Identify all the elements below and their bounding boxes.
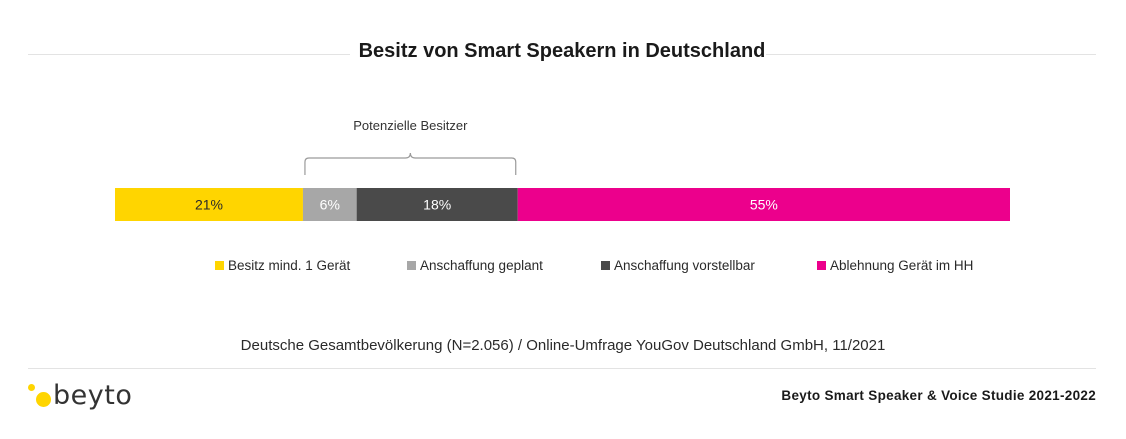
bar-value-label-1: 21%	[195, 197, 223, 213]
legend-item-2: Anschaffung geplant	[407, 258, 543, 273]
chart-title: Besitz von Smart Speakern in Deutschland	[358, 40, 766, 62]
logo-dots-icon	[28, 382, 54, 408]
legend-swatch	[407, 261, 416, 270]
bar-value-label-4: 55%	[750, 197, 778, 213]
bar-segment-1	[115, 188, 303, 221]
bar-segment-2	[302, 188, 357, 221]
legend-item-4: Ablehnung Gerät im HH	[817, 258, 973, 273]
bar-segment-3	[356, 188, 518, 221]
bar-value-label-2: 6%	[320, 197, 340, 213]
legend-label: Anschaffung vorstellbar	[614, 258, 755, 273]
source-note: Deutsche Gesamtbevölkerung (N=2.056) / O…	[240, 337, 886, 354]
legend-item-1: Besitz mind. 1 Gerät	[215, 258, 350, 273]
bar-segment-4	[517, 188, 1010, 221]
title-rule-right	[766, 54, 1096, 55]
annotation-brace	[304, 152, 517, 175]
logo-dot-big	[36, 392, 51, 407]
legend-item-3: Anschaffung vorstellbar	[601, 258, 755, 273]
legend-label: Anschaffung geplant	[420, 258, 543, 273]
legend-label: Besitz mind. 1 Gerät	[228, 258, 351, 273]
legend-swatch	[215, 261, 224, 270]
legend-swatch	[601, 261, 610, 270]
title-row: Besitz von Smart Speakern in Deutschland	[28, 40, 1096, 68]
annotation-label: Potenzielle Besitzer	[353, 118, 468, 133]
logo-dot-small	[28, 384, 35, 391]
stacked-bar-chart: 21% 6% 18% 55% Potenzielle Besitzer	[115, 118, 1010, 221]
legend-swatch	[817, 261, 826, 270]
footer-divider	[28, 368, 1096, 369]
chart-legend: Besitz mind. 1 Gerät Anschaffung geplant A…	[0, 258, 1126, 278]
title-rule-left	[28, 54, 350, 55]
study-name: Beyto Smart Speaker & Voice Studie 2021-…	[781, 388, 1096, 403]
legend-label: Ablehnung Gerät im HH	[830, 258, 974, 273]
bar-value-label-3: 18%	[423, 197, 451, 213]
beyto-logo: beyto	[28, 378, 132, 412]
logo-text: beyto	[53, 379, 133, 411]
